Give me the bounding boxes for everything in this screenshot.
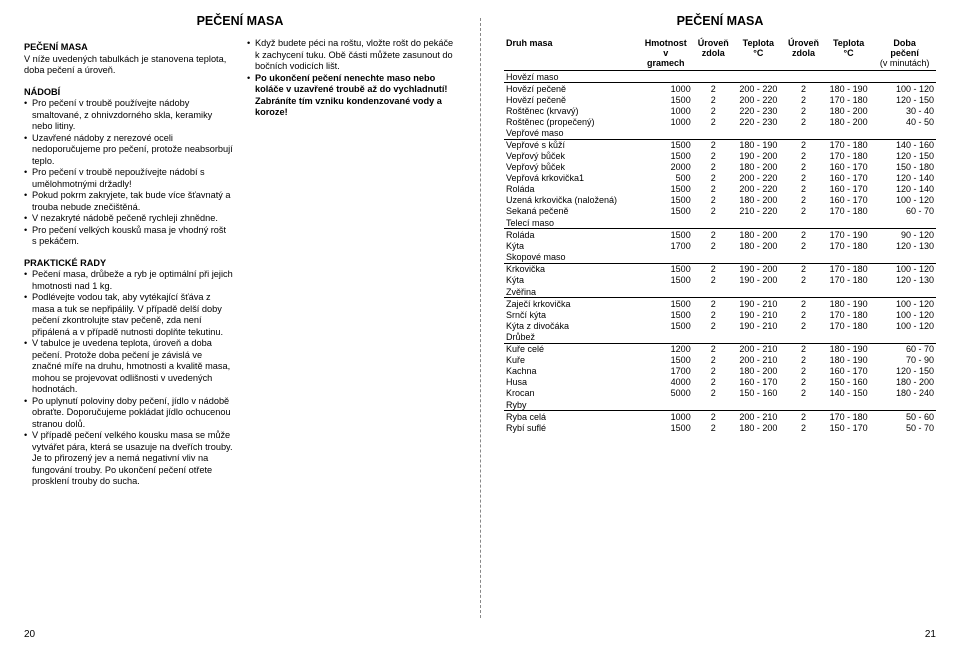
- table-row: Vepřové s kůží15002180 - 1902170 - 18014…: [504, 139, 936, 151]
- table-row: Husa40002160 - 1702150 - 160180 - 200: [504, 377, 936, 388]
- list-item: Podlévejte vodou tak, aby vytékající šťá…: [24, 292, 233, 338]
- page-title-right: PEČENÍ MASA: [504, 14, 936, 28]
- category-row: Ryby: [504, 399, 936, 411]
- category-row: Telecí maso: [504, 217, 936, 229]
- heading-peceni: PEČENÍ MASA: [24, 42, 233, 54]
- rcol-list: Když budete péci na roštu, vložte rošt d…: [247, 38, 456, 119]
- th-teplota1: Teplota °C: [734, 38, 783, 70]
- th-teplota2: Teplota °C: [824, 38, 873, 70]
- heading-rady: PRAKTICKÉ RADY: [24, 258, 233, 270]
- table-row: Kuře15002200 - 2102180 - 19070 - 90: [504, 355, 936, 366]
- th-uroven1: Úroveň zdola: [693, 38, 734, 70]
- table-row: Zaječí krkovička15002190 - 2102180 - 190…: [504, 298, 936, 310]
- category-row: Skopové maso: [504, 251, 936, 263]
- list-item: Pečení masa, drůbeže a ryb je optimální …: [24, 269, 233, 292]
- list-item: Pro pečení v troubě používejte nádoby sm…: [24, 98, 233, 133]
- table-row: Rybí suflé15002180 - 2002150 - 17050 - 7…: [504, 422, 936, 433]
- table-row: Srnčí kýta15002190 - 2102170 - 180100 - …: [504, 309, 936, 320]
- table-row: Kachna17002180 - 2002160 - 170120 - 150: [504, 366, 936, 377]
- table-row: Kýta17002180 - 2002170 - 180120 - 130: [504, 240, 936, 251]
- table-row: Roláda15002200 - 2202160 - 170120 - 140: [504, 184, 936, 195]
- left-two-columns: PEČENÍ MASA V níže uvedených tabulkách j…: [24, 38, 456, 488]
- table-row: Kýta15002190 - 2002170 - 180120 - 130: [504, 275, 936, 286]
- table-row: Roštěnec (krvavý)10002220 - 2302180 - 20…: [504, 105, 936, 116]
- table-row: Kýta z divočáka15002190 - 2102170 - 1801…: [504, 320, 936, 331]
- list-item: Pro pečení v troubě nepoužívejte nádobí …: [24, 167, 233, 190]
- rady-list: Pečení masa, drůbeže a ryb je optimální …: [24, 269, 233, 488]
- table-row: Ryba celá10002200 - 2102170 - 18050 - 60: [504, 411, 936, 423]
- list-item: Když budete péci na roštu, vložte rošt d…: [247, 38, 456, 73]
- th-doba: Doba pečení (v minutách): [873, 38, 936, 70]
- intro-text: V níže uvedených tabulkách je stanovena …: [24, 54, 233, 77]
- list-item: Pro pečení velkých kousků masa je vhodný…: [24, 225, 233, 248]
- table-row: Krkovička15002190 - 2002170 - 180100 - 1…: [504, 263, 936, 275]
- list-item: V tabulce je uvedena teplota, úroveň a d…: [24, 338, 233, 396]
- nadobi-list: Pro pečení v troubě používejte nádoby sm…: [24, 98, 233, 248]
- left-col-1: PEČENÍ MASA V níže uvedených tabulkách j…: [24, 38, 233, 488]
- th-uroven2: Úroveň zdola: [783, 38, 824, 70]
- list-item: Po uplynutí poloviny doby pečení, jídlo …: [24, 396, 233, 431]
- heading-nadobi: NÁDOBÍ: [24, 87, 233, 99]
- table-row: Krocan50002150 - 1602140 - 150180 - 240: [504, 388, 936, 399]
- category-row: Vepřové maso: [504, 127, 936, 139]
- table-row: Vepřový bůček20002180 - 2002160 - 170150…: [504, 162, 936, 173]
- list-item: V nezakryté nádobě pečeně rychleji zhněd…: [24, 213, 233, 225]
- table-row: Kuře celé12002200 - 2102180 - 19060 - 70: [504, 343, 936, 355]
- page-left: PEČENÍ MASA PEČENÍ MASA V níže uvedených…: [0, 0, 480, 648]
- page-number-left: 20: [24, 629, 35, 640]
- page-title-left: PEČENÍ MASA: [24, 14, 456, 28]
- page-right: PEČENÍ MASA Druh masa Hmotnost v gramech…: [480, 0, 960, 648]
- table-row: Hovězí pečeně15002200 - 2202170 - 180120…: [504, 94, 936, 105]
- list-item: V případě pečení velkého kousku masa se …: [24, 430, 233, 488]
- th-druh: Druh masa: [504, 38, 639, 70]
- table-row: Sekaná pečeně15002210 - 2202170 - 18060 …: [504, 206, 936, 217]
- table-row: Hovězí pečeně10002200 - 2202180 - 190100…: [504, 83, 936, 95]
- left-col-2: Když budete péci na roštu, vložte rošt d…: [247, 38, 456, 488]
- meat-table-head: Druh masa Hmotnost v gramech Úroveň zdol…: [504, 38, 936, 70]
- table-row: Uzená krkovička (naložená)15002180 - 200…: [504, 195, 936, 206]
- table-row: Vepřová krkovička15002200 - 2202160 - 17…: [504, 173, 936, 184]
- meat-table: Druh masa Hmotnost v gramech Úroveň zdol…: [504, 38, 936, 433]
- table-row: Roštěnec (propečený)10002220 - 2302180 -…: [504, 116, 936, 127]
- list-item: Uzavřené nádoby z nerezové oceli nedopor…: [24, 133, 233, 168]
- th-hmotnost: Hmotnost v gramech: [639, 38, 693, 70]
- table-row: Roláda15002180 - 2002170 - 19090 - 120: [504, 229, 936, 241]
- category-row: Drůbež: [504, 331, 936, 343]
- category-row: Zvěřina: [504, 286, 936, 298]
- list-item: Pokud pokrm zakryjete, tak bude více šťa…: [24, 190, 233, 213]
- page-number-right: 21: [925, 629, 936, 640]
- meat-table-body: Hovězí masoHovězí pečeně10002200 - 22021…: [504, 70, 936, 433]
- table-row: Vepřový bůček15002190 - 2002170 - 180120…: [504, 151, 936, 162]
- list-item: Po ukončení pečení nenechte maso nebo ko…: [247, 73, 456, 119]
- category-row: Hovězí maso: [504, 70, 936, 83]
